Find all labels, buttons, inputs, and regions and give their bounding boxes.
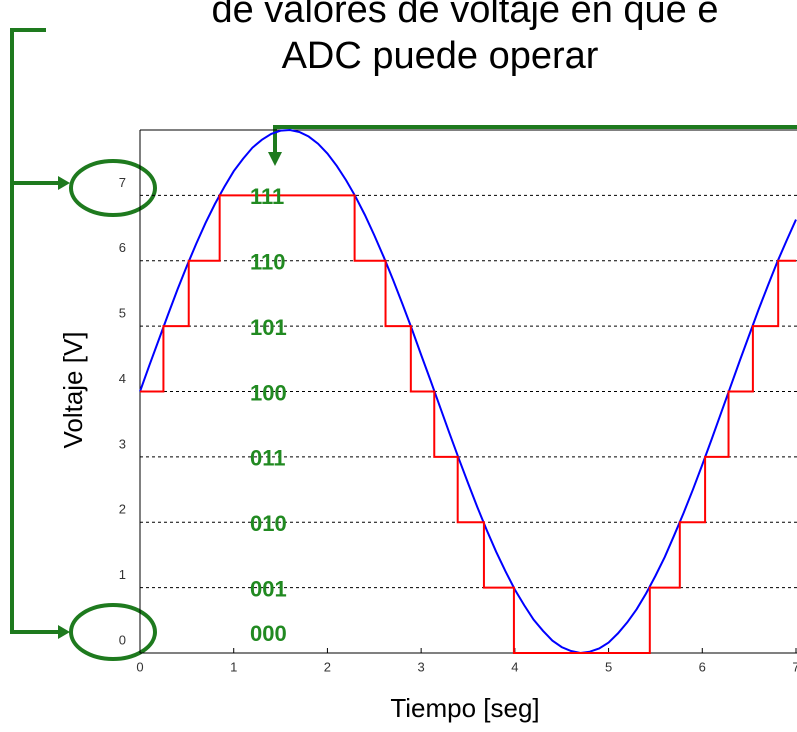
y-tick-label: 0 [119,632,126,647]
y-tick-label: 2 [119,502,126,517]
x-tick-label: 4 [511,659,518,674]
y-tick-label: 1 [119,567,126,582]
x-tick-label: 1 [230,659,237,674]
y-tick-label: 4 [119,371,126,386]
level-label: 100 [250,380,287,405]
level-label: 010 [250,511,287,536]
y-tick-label: 6 [119,240,126,255]
y-axis-title: Voltaje [V] [58,331,88,448]
x-tick-label: 0 [136,659,143,674]
x-tick-label: 2 [324,659,331,674]
x-tick-label: 3 [418,659,425,674]
x-tick-label: 7 [792,659,797,674]
level-label: 111 [250,184,284,209]
level-label: 000 [250,621,287,646]
level-label: 011 [250,446,286,471]
level-label: 101 [250,315,287,340]
level-label: 001 [250,576,287,601]
y-tick-label: 7 [119,175,126,190]
x-tick-label: 5 [605,659,612,674]
level-label: 110 [250,250,286,275]
bracket [10,28,797,661]
x-axis-title: Tiempo [seg] [390,693,539,723]
line-series [140,194,796,654]
x-tick-label: 6 [699,659,706,674]
y-tick-label: 5 [119,306,126,321]
annotation: ADC puede operar [282,35,599,77]
line-series [139,128,797,655]
y-tick-label: 3 [119,436,126,451]
annotation: de valores de voltaje en que e [211,0,718,31]
